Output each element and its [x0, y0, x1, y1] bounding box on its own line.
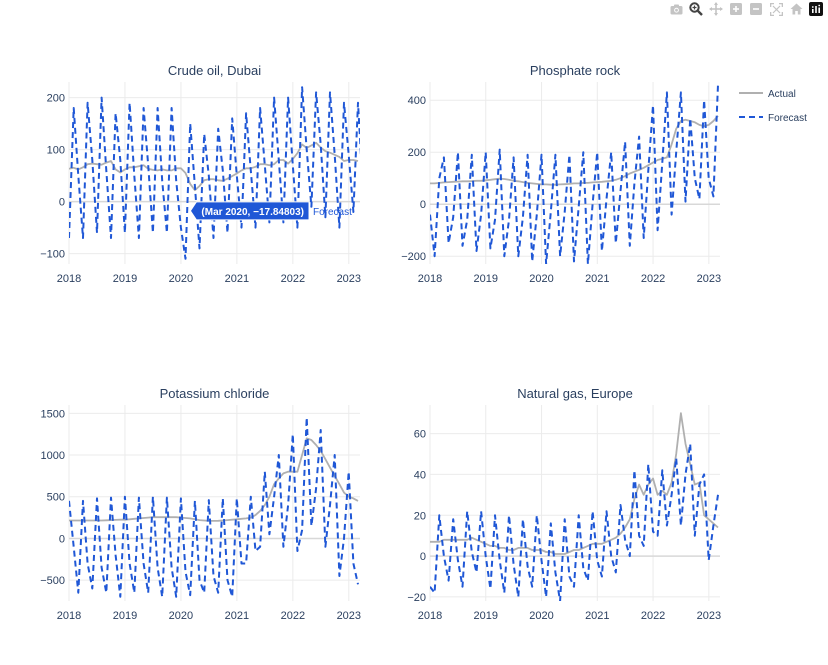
subplot-title: Phosphate rock: [530, 63, 621, 78]
x-tick-label: 2020: [529, 610, 553, 622]
y-tick-label: −200: [401, 251, 426, 263]
y-tick-label: 60: [414, 429, 426, 441]
actual-line: [430, 115, 719, 186]
hover-text: (Mar 2020, −17.84803): [201, 207, 304, 218]
x-tick-label: 2022: [281, 273, 305, 285]
y-tick-label: 0: [420, 551, 426, 563]
subplot-4: Natural gas, Europe 2018 2019 2020 2021 2022 2…: [407, 386, 721, 622]
zoom-icon[interactable]: [688, 1, 704, 17]
forecast-line: [69, 416, 359, 598]
x-tick-label: 2020: [169, 273, 193, 285]
y-tick-label: 1000: [41, 450, 65, 462]
actual-line: [69, 437, 359, 522]
x-tick-label: 2023: [697, 610, 721, 622]
legend: Actual Forecast: [739, 89, 807, 124]
subplot-2: Phosphate rock 2018 2019 2020 2021 2022 2023 −2…: [401, 63, 721, 285]
y-tick-label: 0: [420, 199, 426, 211]
plotly-logo-icon[interactable]: [808, 1, 824, 17]
x-tick-label: 2019: [474, 610, 498, 622]
camera-icon[interactable]: [668, 1, 684, 17]
gridlines: [68, 405, 360, 601]
x-tick-label: 2022: [281, 610, 305, 622]
x-tick-label: 2018: [418, 273, 442, 285]
x-tick-label: 2023: [337, 610, 361, 622]
x-tick-label: 2021: [225, 273, 249, 285]
x-tick-label: 2022: [641, 610, 665, 622]
x-tick-label: 2020: [529, 273, 553, 285]
reset-axes-icon[interactable]: [788, 1, 804, 17]
subplot-3: Potassium chloride 2018 2019 2020 2021 2022 20…: [40, 386, 361, 622]
x-tick-label: 2023: [697, 273, 721, 285]
hover-series-name: Forecast: [313, 207, 352, 218]
y-tick-label: 0: [59, 197, 65, 209]
x-tick-label: 2021: [585, 610, 609, 622]
x-tick-label: 2018: [418, 610, 442, 622]
y-tick-label: 0: [59, 533, 65, 545]
forecast-line: [430, 84, 719, 264]
y-tick-label: 200: [47, 93, 65, 105]
x-tick-label: 2019: [474, 273, 498, 285]
forecast-line: [69, 86, 360, 260]
zoom-in-icon[interactable]: [728, 1, 744, 17]
y-tick-label: −500: [40, 575, 65, 587]
zoom-out-icon[interactable]: [748, 1, 764, 17]
subplot-1: Crude oil, Dubai 2018 2019 2020 2021 2022 2023…: [40, 63, 361, 285]
hover-label: (Mar 2020, −17.84803) Forecast: [189, 201, 352, 221]
subplot-title: Natural gas, Europe: [517, 386, 633, 401]
y-tick-label: −100: [40, 249, 65, 261]
forecast-line: [430, 442, 719, 601]
x-tick-label: 2022: [641, 273, 665, 285]
x-tick-label: 2019: [113, 273, 137, 285]
y-tick-label: 400: [408, 95, 426, 107]
x-tick-label: 2021: [225, 610, 249, 622]
y-tick-label: −20: [407, 592, 426, 604]
y-tick-label: 20: [414, 510, 426, 522]
x-tick-label: 2023: [337, 273, 361, 285]
legend-label-forecast[interactable]: Forecast: [768, 113, 807, 124]
y-tick-label: 500: [47, 492, 65, 504]
pan-icon[interactable]: [708, 1, 724, 17]
legend-label-actual[interactable]: Actual: [768, 89, 796, 100]
y-tick-label: 40: [414, 469, 426, 481]
actual-line: [69, 141, 359, 192]
gridlines: [429, 405, 720, 601]
hover-box: [189, 201, 310, 221]
subplot-title: Crude oil, Dubai: [168, 63, 261, 78]
x-tick-label: 2019: [113, 610, 137, 622]
x-tick-label: 2021: [585, 273, 609, 285]
y-tick-label: 100: [47, 145, 65, 157]
y-tick-label: 1500: [41, 408, 65, 420]
x-tick-label: 2018: [57, 273, 81, 285]
y-tick-label: 200: [408, 147, 426, 159]
subplot-title: Potassium chloride: [160, 386, 270, 401]
x-tick-label: 2020: [169, 610, 193, 622]
autoscale-icon[interactable]: [768, 1, 784, 17]
x-tick-label: 2018: [57, 610, 81, 622]
modebar: [668, 0, 828, 17]
actual-line: [430, 412, 719, 555]
